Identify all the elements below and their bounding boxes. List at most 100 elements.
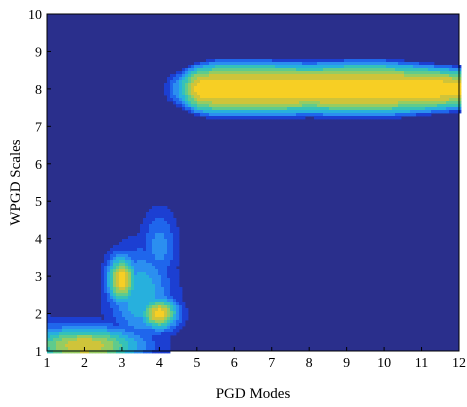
contour-cell <box>419 104 423 108</box>
contour-cell <box>164 248 168 252</box>
contour-cell <box>302 116 306 120</box>
contour-cell <box>437 65 441 69</box>
contour-cell <box>389 59 393 63</box>
contour-cell <box>77 347 81 351</box>
contour-cell <box>116 266 120 270</box>
contour-cell <box>164 302 168 306</box>
contour-cell <box>137 245 141 249</box>
contour-cell <box>398 101 402 105</box>
contour-cell <box>92 347 96 351</box>
contour-cell <box>149 323 153 327</box>
contour-cell <box>359 86 363 90</box>
contour-cell <box>119 341 123 345</box>
contour-cell <box>206 110 210 114</box>
contour-cell <box>254 59 258 63</box>
contour-cell <box>53 344 57 348</box>
contour-cell <box>173 257 177 261</box>
contour-cell <box>143 245 147 249</box>
contour-cell <box>173 305 177 309</box>
contour-cell <box>401 104 405 108</box>
contour-cell <box>101 296 105 300</box>
contour-cell <box>119 350 123 354</box>
contour-cell <box>392 77 396 81</box>
contour-cell <box>164 314 168 318</box>
contour-cell <box>176 71 180 75</box>
contour-cell <box>125 263 129 267</box>
contour-cell <box>296 74 300 78</box>
contour-cell <box>314 113 318 117</box>
contour-cell <box>371 83 375 87</box>
contour-cell <box>263 59 267 63</box>
contour-cell <box>113 290 117 294</box>
contour-cell <box>323 80 327 84</box>
contour-cell <box>155 293 159 297</box>
contour-cell <box>278 98 282 102</box>
contour-cell <box>149 305 153 309</box>
contour-cell <box>116 311 120 315</box>
contour-cell <box>293 116 297 120</box>
contour-cell <box>209 101 213 105</box>
contour-cell <box>173 263 177 267</box>
contour-cell <box>134 320 138 324</box>
contour-cell <box>110 263 114 267</box>
contour-cell <box>410 62 414 66</box>
contour-cell <box>206 92 210 96</box>
contour-cell <box>137 281 141 285</box>
contour-cell <box>458 83 462 87</box>
contour-cell <box>398 65 402 69</box>
contour-cell <box>50 317 54 321</box>
contour-cell <box>146 302 150 306</box>
contour-cell <box>449 83 453 87</box>
contour-cell <box>59 320 63 324</box>
contour-cell <box>326 110 330 114</box>
contour-cell <box>338 71 342 75</box>
contour-cell <box>413 107 417 111</box>
contour-cell <box>98 320 102 324</box>
contour-cell <box>260 62 264 66</box>
contour-cell <box>74 332 78 336</box>
contour-cell <box>107 341 111 345</box>
contour-cell <box>212 65 216 69</box>
contour-cell <box>254 71 258 75</box>
contour-cell <box>170 98 174 102</box>
contour-cell <box>80 335 84 339</box>
contour-cell <box>236 71 240 75</box>
contour-cell <box>437 80 441 84</box>
contour-cell <box>143 266 147 270</box>
contour-cell <box>194 74 198 78</box>
contour-cell <box>230 107 234 111</box>
contour-cell <box>287 101 291 105</box>
contour-cell <box>257 116 261 120</box>
contour-cell <box>212 71 216 75</box>
contour-cell <box>155 341 159 345</box>
contour-cell <box>221 83 225 87</box>
contour-cell <box>185 101 189 105</box>
contour-cell <box>56 341 60 345</box>
contour-cell <box>269 104 273 108</box>
contour-cell <box>173 326 177 330</box>
contour-cell <box>194 98 198 102</box>
contour-cell <box>116 329 120 333</box>
contour-cell <box>239 77 243 81</box>
contour-cell <box>107 278 111 282</box>
contour-cell <box>107 314 111 318</box>
contour-cell <box>425 65 429 69</box>
contour-cell <box>347 65 351 69</box>
contour-cell <box>59 344 63 348</box>
contour-cell <box>443 104 447 108</box>
contour-cell <box>257 59 261 63</box>
contour-cell <box>164 206 168 210</box>
contour-cell <box>320 95 324 99</box>
contour-cell <box>167 86 171 90</box>
contour-cell <box>446 86 450 90</box>
contour-cell <box>386 92 390 96</box>
contour-cell <box>173 266 177 270</box>
contour-cell <box>272 71 276 75</box>
contour-cell <box>341 110 345 114</box>
contour-cell <box>281 110 285 114</box>
contour-cell <box>329 80 333 84</box>
contour-cell <box>182 98 186 102</box>
contour-cell <box>197 107 201 111</box>
contour-cell <box>143 341 147 345</box>
contour-cell <box>275 74 279 78</box>
